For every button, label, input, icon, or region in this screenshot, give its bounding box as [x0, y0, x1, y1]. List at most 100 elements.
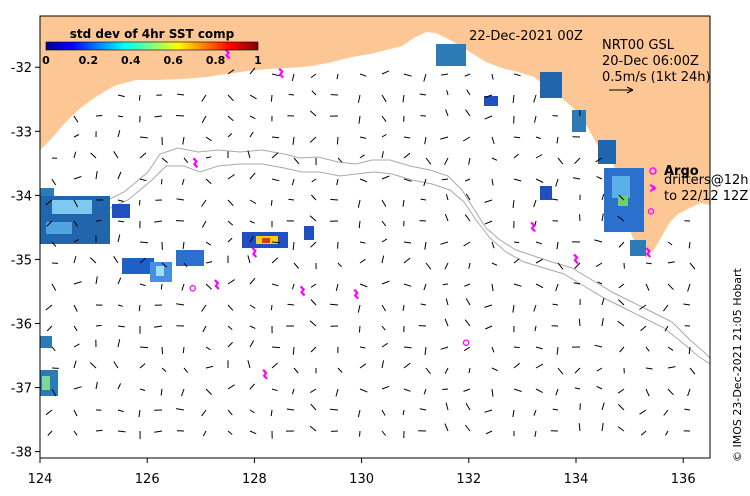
current-vector	[359, 241, 366, 244]
current-vector	[535, 388, 543, 394]
current-vector	[249, 340, 255, 348]
sst-patch	[540, 72, 562, 98]
current-vector	[176, 408, 185, 411]
current-vector	[227, 409, 233, 416]
colorbar-gradient	[45, 41, 259, 51]
current-vector	[464, 424, 471, 432]
sst-patch	[46, 222, 72, 234]
current-vector	[423, 73, 427, 82]
current-vector	[663, 409, 669, 416]
current-vector	[535, 241, 543, 245]
current-vector	[310, 283, 317, 288]
current-vector	[291, 178, 295, 186]
current-vector	[618, 299, 625, 306]
current-vector	[464, 319, 471, 327]
current-vector	[182, 136, 185, 145]
current-vector	[95, 220, 102, 222]
current-vector	[381, 220, 387, 227]
isobath-contour-outer	[39, 147, 711, 359]
current-vector	[596, 176, 603, 180]
current-vector	[51, 388, 57, 397]
current-vector	[444, 367, 449, 374]
current-vector	[181, 283, 185, 291]
isobath-contour-inner	[39, 163, 711, 365]
current-vector	[161, 367, 167, 372]
current-vector	[425, 367, 431, 375]
current-vector	[420, 198, 427, 201]
current-vector	[95, 171, 98, 180]
current-vector	[667, 366, 676, 369]
current-vector	[491, 346, 495, 353]
current-vector	[201, 199, 207, 207]
current-vector	[617, 215, 625, 222]
current-vector	[293, 367, 299, 374]
current-vector	[381, 133, 387, 138]
current-vector	[73, 255, 77, 264]
current-vector	[689, 367, 696, 375]
current-vector	[249, 409, 255, 414]
colorbar-tick-label: 0.2	[79, 54, 99, 67]
current-vector	[113, 256, 119, 264]
legend-drifters-line2: to 22/12 12Z	[664, 189, 748, 204]
current-vector	[442, 283, 449, 286]
sst-patch	[436, 44, 466, 66]
current-vector	[113, 151, 119, 159]
current-vector	[117, 171, 122, 180]
current-vector	[381, 385, 390, 390]
current-vector	[117, 115, 124, 118]
current-vector	[95, 381, 98, 390]
drifter-track	[645, 247, 652, 258]
current-vector	[419, 408, 427, 411]
current-vector	[73, 409, 78, 417]
current-vector	[445, 194, 449, 201]
date-title: 22-Dec-2021 00Z	[469, 29, 583, 44]
current-vector	[270, 94, 273, 102]
current-vector	[309, 320, 317, 327]
current-vector	[310, 194, 317, 201]
current-vector	[533, 409, 537, 416]
current-vector	[513, 73, 521, 77]
drifter-track	[530, 221, 536, 233]
current-vector	[227, 342, 233, 348]
current-vector	[249, 172, 256, 180]
current-vector	[420, 303, 427, 306]
current-vector	[618, 194, 625, 201]
sst-patch	[176, 250, 204, 266]
current-vector	[601, 402, 605, 411]
drifter-track	[262, 368, 268, 380]
x-tick-label: 136	[671, 472, 696, 487]
x-axis: 124 126 128 130 132 134 136	[28, 458, 696, 487]
current-vector	[205, 261, 213, 264]
drifter-track	[224, 48, 231, 60]
current-vector	[357, 409, 361, 418]
sst-patch	[262, 238, 270, 243]
current-vector	[358, 325, 361, 333]
current-vector	[402, 409, 405, 416]
sst-patch	[40, 336, 52, 348]
current-vector	[311, 90, 317, 96]
current-vector	[227, 115, 234, 122]
current-vector	[160, 283, 163, 290]
current-vector	[95, 276, 98, 285]
current-vector	[381, 115, 387, 122]
current-vector	[271, 178, 280, 182]
current-vector	[513, 388, 522, 392]
current-vector	[45, 304, 53, 311]
current-vector	[161, 262, 168, 268]
current-vector	[645, 262, 652, 265]
current-vector	[465, 109, 471, 117]
current-vector	[201, 94, 207, 102]
current-vector	[596, 385, 603, 390]
current-vector	[329, 303, 339, 306]
current-vector	[183, 157, 189, 164]
current-vector	[249, 277, 256, 285]
current-vector	[445, 402, 449, 411]
current-vector	[491, 283, 494, 292]
current-vector	[513, 153, 519, 159]
current-vector	[154, 115, 163, 118]
current-vector	[423, 283, 427, 291]
drifter-legend-marker	[649, 184, 657, 193]
current-vector	[491, 367, 499, 372]
current-vector	[247, 150, 251, 159]
